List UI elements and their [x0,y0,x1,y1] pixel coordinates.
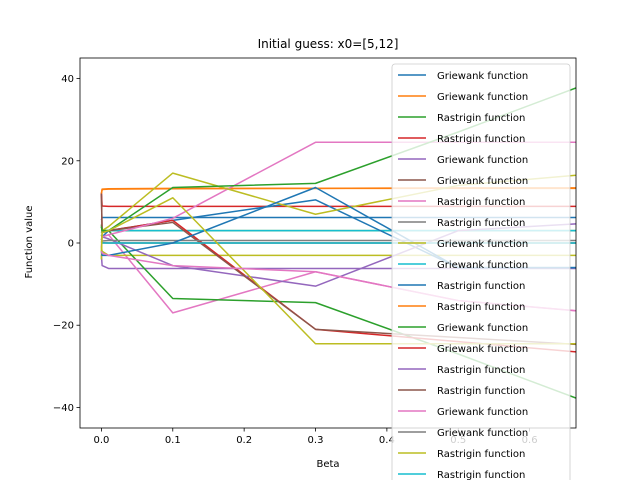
legend-entry-label: Griewank function [437,71,528,82]
legend-entry-label: Griewank function [437,239,528,250]
x-axis-label: Beta [316,459,339,470]
legend-entry-label: Rastrigin function [437,386,525,397]
legend-entry-label: Rastrigin function [437,218,525,229]
y-axis-label: Function value [24,205,35,278]
legend-entry-label: Rastrigin function [437,113,525,124]
legend-entry-label: Rastrigin function [437,134,525,145]
legend-entry-label: Griewank function [437,428,528,439]
legend-entry-label: Rastrigin function [437,197,525,208]
x-tick-label: 0.4 [379,435,395,446]
legend: Griewank function Griewank function Rastri… [391,63,571,480]
y-tick-label: 0 [68,239,74,250]
legend-entry-label: Griewank function [437,260,528,271]
legend-box [391,63,571,480]
x-tick-label: 0.0 [93,435,109,446]
y-tick-label: −20 [53,321,74,332]
x-tick-label: 0.3 [308,435,324,446]
y-tick-label: −40 [53,403,74,414]
legend-entry-label: Griewank function [437,92,528,103]
y-tick-label: 20 [61,156,74,167]
legend-entry-label: Griewank function [437,155,528,166]
legend-entry-label: Rastrigin function [437,470,525,480]
x-tick-label: 0.1 [165,435,181,446]
x-tick-label: 0.2 [236,435,252,446]
chart-title: Initial guess: x0=[5,12] [258,37,399,51]
legend-entry-label: Griewank function [437,323,528,334]
legend-entry-label: Rastrigin function [437,365,525,376]
legend-entry-label: Rastrigin function [437,302,525,313]
y-tick-label: 40 [61,74,74,85]
legend-entry-label: Griewank function [437,407,528,418]
legend-entry-label: Griewank function [437,176,528,187]
legend-entry-label: Rastrigin function [437,449,525,460]
legend-entry-label: Rastrigin function [437,281,525,292]
legend-entry-label: Griewank function [437,344,528,355]
